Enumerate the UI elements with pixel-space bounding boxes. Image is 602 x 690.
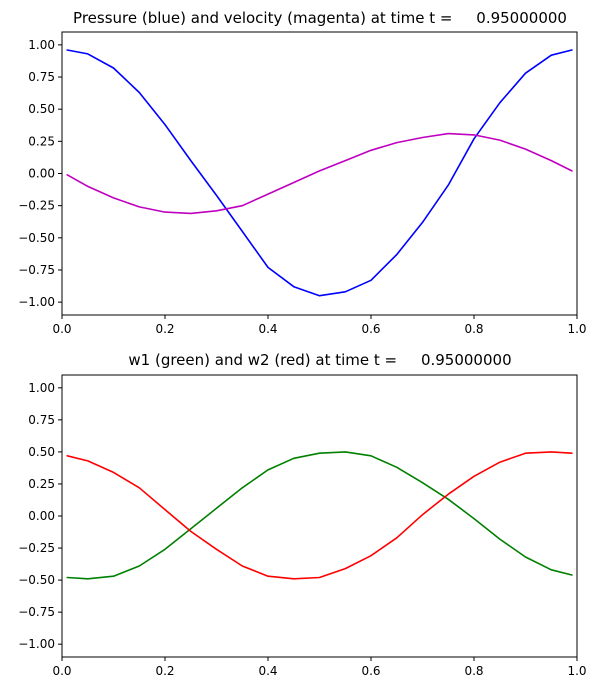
series-line-1 xyxy=(66,132,573,215)
chart-pressure-velocity: Pressure (blue) and velocity (magenta) a… xyxy=(18,9,586,336)
series-line-0 xyxy=(66,451,573,580)
plot-area: 0.0 0.2 0.4 0.6 0.8 1.0 1.00 0.75 0.50 0.25 0.00 −0… xyxy=(18,374,587,678)
x-tick-label: 0.6 xyxy=(361,664,380,678)
y-tick-label: −0.25 xyxy=(18,199,55,213)
y-tick-label: −0.75 xyxy=(18,263,55,277)
x-tick-label: 0.8 xyxy=(464,664,483,678)
y-tick-label: −0.50 xyxy=(18,573,55,587)
y-tick-label: 0.25 xyxy=(28,134,55,148)
x-tick-label: 0.8 xyxy=(464,322,483,336)
y-tick-label: −0.25 xyxy=(18,541,55,555)
axes-frame xyxy=(61,31,578,316)
x-tick-label: 0.0 xyxy=(52,322,71,336)
x-tick-label: 0.4 xyxy=(258,322,277,336)
y-tick-label: −1.00 xyxy=(18,295,55,309)
x-tick-label: 0.2 xyxy=(155,664,174,678)
series-line-0 xyxy=(66,49,573,297)
y-tick-label: 0.75 xyxy=(28,70,55,84)
y-tick-label: 0.25 xyxy=(28,477,55,491)
y-tick-label: 0.50 xyxy=(28,445,55,459)
y-tick-label: 0.75 xyxy=(28,413,55,427)
y-tick-label: 1.00 xyxy=(28,381,55,395)
y-tick-label: −1.00 xyxy=(18,637,55,651)
axes-frame xyxy=(61,374,578,658)
x-tick-label: 1.0 xyxy=(567,322,586,336)
chart-title: w1 (green) and w2 (red) at time t = 0.95… xyxy=(128,351,511,369)
x-tick-label: 0.4 xyxy=(258,664,277,678)
x-tick-label: 0.2 xyxy=(155,322,174,336)
y-tick-label: 1.00 xyxy=(28,38,55,52)
series-line-1 xyxy=(66,451,573,580)
y-tick-label: 0.50 xyxy=(28,102,55,116)
x-tick-label: 1.0 xyxy=(567,664,586,678)
y-tick-label: 0.00 xyxy=(28,167,55,181)
plot-area: 0.0 0.2 0.4 0.6 0.8 1.0 1.00 0.75 0.50 0.25 0.00 −0… xyxy=(18,31,587,336)
x-tick-label: 0.0 xyxy=(52,664,71,678)
chart-title: Pressure (blue) and velocity (magenta) a… xyxy=(73,9,567,27)
y-tick-label: −0.75 xyxy=(18,605,55,619)
y-tick-label: 0.00 xyxy=(28,509,55,523)
x-tick-label: 0.6 xyxy=(361,322,380,336)
y-tick-label: −0.50 xyxy=(18,231,55,245)
chart-w1-w2: w1 (green) and w2 (red) at time t = 0.95… xyxy=(18,351,586,678)
